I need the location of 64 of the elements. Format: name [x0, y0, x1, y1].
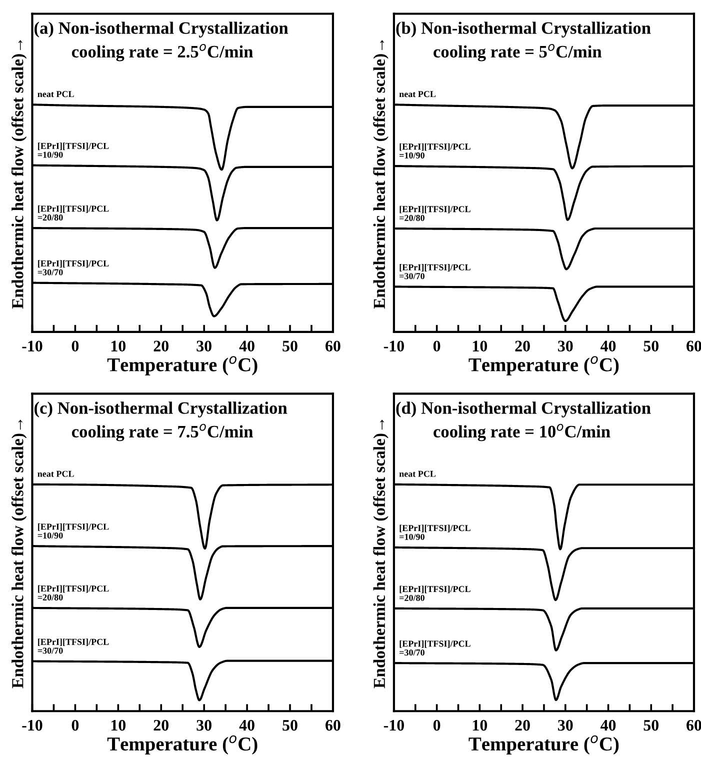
- series-label: neat PCL: [399, 91, 436, 98]
- chart-subtitle: cooling rate = 5$^{o}$C/min: [434, 44, 602, 62]
- x-tick-label: 0: [433, 720, 440, 731]
- series-label: neat PCL: [38, 470, 74, 477]
- series-label: [EPrI][TFSI]/PCL =30/70: [400, 264, 470, 280]
- x-tick-label: -10: [384, 720, 404, 731]
- x-tick-label: 60: [326, 720, 340, 731]
- x-tick-label: 50: [644, 720, 659, 731]
- series-label: [EPrI][TFSI]/PCL =20/80: [38, 585, 109, 600]
- x-tick-label: 20: [515, 340, 530, 352]
- series-label: [EPrI][TFSI]/PCL =20/80: [38, 205, 109, 221]
- x-tick-label: 20: [515, 720, 530, 731]
- x-axis-title: Temperature ($^{o}$C): [107, 356, 258, 376]
- x-tick-label: 40: [600, 340, 616, 352]
- x-tick-label: 60: [686, 340, 701, 352]
- chart-subtitle: cooling rate = 2.5$^{o}$C/min: [72, 44, 253, 62]
- series-label: [EPrI][TFSI]/PCL =10/90: [38, 523, 109, 539]
- x-tick-label: -10: [22, 720, 42, 731]
- series-label: [EPrI][TFSI]/PCL =10/90: [38, 142, 109, 158]
- x-tick-label: 10: [472, 720, 488, 731]
- series-label: [EPrI][TFSI]/PCL =10/90: [400, 524, 470, 540]
- series-label: neat PCL: [38, 91, 74, 98]
- y-axis-title: Endothermic heat flow (offset scale)→: [11, 420, 27, 688]
- x-tick-label: 30: [196, 340, 212, 352]
- x-tick-label: 0: [433, 340, 440, 352]
- series-label: [EPrI][TFSI]/PCL =30/70: [400, 640, 470, 656]
- x-tick-label: -10: [384, 340, 404, 352]
- y-axis-title: Endothermic heat flow (offset scale)→: [373, 420, 388, 688]
- x-tick-label: 10: [472, 340, 488, 352]
- x-tick-label: 30: [558, 720, 573, 731]
- x-tick-label: 40: [239, 720, 254, 731]
- series-label: [EPrI][TFSI]/PCL =20/80: [400, 586, 470, 601]
- x-tick-label: 0: [72, 720, 79, 731]
- series-label: [EPrI][TFSI]/PCL =30/70: [38, 260, 109, 276]
- x-tick-label: 50: [282, 340, 298, 352]
- x-tick-label: 40: [600, 720, 616, 731]
- chart-subtitle: cooling rate = 10$^{o}$C/min: [434, 424, 610, 442]
- series-label: [EPrI][TFSI]/PCL =20/80: [400, 206, 470, 221]
- x-tick-label: 10: [111, 720, 126, 731]
- x-tick-label: 60: [686, 720, 701, 731]
- chart-subtitle: cooling rate = 7.5$^{o}$C/min: [72, 424, 253, 442]
- y-axis-title: Endothermic heat flow (offset scale)→: [11, 40, 27, 309]
- x-axis-title: Temperature ($^{o}$C): [468, 735, 619, 755]
- chart-title: (c) Non-isothermal Crystallization: [34, 402, 288, 418]
- series-label: [EPrI][TFSI]/PCL =30/70: [38, 638, 109, 654]
- x-tick-label: 20: [154, 720, 169, 731]
- x-tick-label: 30: [558, 340, 573, 352]
- y-axis-title: Endothermic heat flow (offset scale)→: [373, 40, 388, 309]
- x-tick-label: 30: [196, 720, 212, 731]
- chart-title: (a) Non-isothermal Crystallization: [34, 22, 288, 38]
- x-tick-label: -10: [22, 340, 42, 352]
- x-tick-label: 60: [326, 340, 340, 352]
- x-tick-label: 0: [72, 340, 79, 352]
- x-tick-label: 50: [282, 720, 298, 731]
- x-tick-label: 20: [154, 340, 169, 352]
- chart-title: (b) Non-isothermal Crystallization: [396, 22, 651, 38]
- x-axis-title: Temperature ($^{o}$C): [468, 356, 619, 376]
- series-label: [EPrI][TFSI]/PCL =10/90: [400, 143, 470, 158]
- x-tick-label: 50: [644, 340, 659, 352]
- chart-title: (d) Non-isothermal Crystallization: [396, 402, 651, 418]
- series-label: neat PCL: [399, 470, 436, 477]
- x-tick-label: 10: [111, 340, 126, 352]
- x-tick-label: 40: [239, 340, 254, 352]
- x-axis-title: Temperature ($^{o}$C): [107, 735, 258, 755]
